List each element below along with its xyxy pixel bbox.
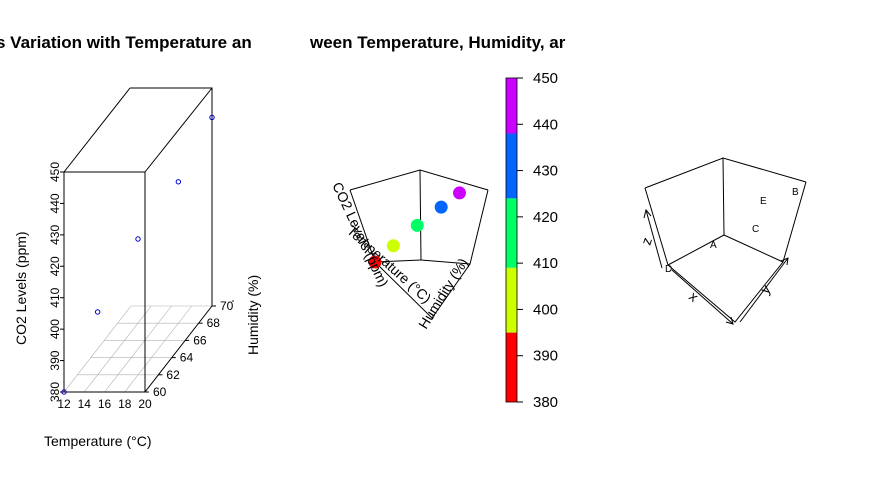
- stray-dot: [232, 300, 234, 302]
- point-label: E: [760, 196, 767, 207]
- z-tick-label: 440: [48, 193, 62, 213]
- grid-line: [84, 305, 152, 393]
- z-tick-label: 390: [48, 350, 62, 370]
- y-axis-label: Humidity (%): [245, 275, 261, 355]
- data-points: [368, 186, 466, 269]
- bounding-box: [349, 169, 489, 319]
- axis-arrows: [643, 208, 789, 325]
- colorbar-tick-label: 390: [533, 348, 558, 365]
- point-label: A: [710, 240, 717, 251]
- x-tick-label: 18: [118, 397, 132, 411]
- x-axis-label: Temperature (°C): [44, 433, 152, 449]
- y-tick-label: 70: [220, 299, 234, 313]
- z-tick-label: 450: [48, 162, 62, 182]
- z-tick-label: 400: [48, 319, 62, 339]
- colorbar-tick-label: 420: [533, 209, 558, 226]
- z-tick-label: 410: [48, 287, 62, 307]
- colorbar-tick-label: 450: [533, 70, 558, 87]
- colorbar-tick-label: 410: [533, 255, 558, 272]
- bounding-box: [63, 87, 213, 393]
- chart1-title: s Variation with Temperature an: [0, 33, 252, 52]
- grid-line: [104, 305, 172, 393]
- colorbar-tick-label: 400: [533, 301, 558, 318]
- data-point: [61, 389, 67, 395]
- z-axis-label: CO2 Levels (ppm): [13, 231, 29, 345]
- z-tick-label: 430: [48, 225, 62, 245]
- colorbar-band: [506, 198, 517, 268]
- point-label: C: [752, 224, 759, 235]
- colorbar-band: [506, 332, 517, 402]
- data-point: [175, 179, 182, 185]
- z-tick-label: 380: [48, 382, 62, 402]
- data-points: [61, 114, 215, 395]
- x-tick-label: 12: [57, 397, 71, 411]
- y-tick-label: 60: [153, 385, 167, 399]
- colorbar-tick-label: 440: [533, 116, 558, 133]
- data-point: [135, 236, 141, 242]
- panel-3d-colored-scatter: CO2 Levels (ppm) Temperature (°C) Humidi…: [329, 169, 489, 332]
- y-tick-label: 68: [207, 316, 221, 330]
- x-tick-label: 16: [98, 397, 112, 411]
- x-tick-label: 14: [78, 397, 92, 411]
- data-point: [368, 255, 382, 269]
- data-point: [453, 186, 466, 200]
- y-tick-label: 66: [193, 333, 207, 347]
- data-point: [410, 218, 424, 232]
- data-point: [386, 239, 400, 253]
- colorbar-ticks: 380 390 400 410 420 430 440 450: [517, 70, 558, 411]
- floor-grid: [63, 305, 213, 393]
- x-tick-label: 20: [138, 397, 152, 411]
- data-point: [94, 309, 101, 315]
- colorbar-bands: [506, 78, 517, 402]
- colorbar-band: [506, 267, 517, 333]
- grid-line: [63, 305, 132, 393]
- colorbar-band: [506, 78, 517, 134]
- colorbar-tick-label: 380: [533, 394, 558, 411]
- chart2-title: ween Temperature, Humidity, ar: [309, 33, 566, 52]
- data-point: [209, 114, 215, 121]
- data-point: [434, 200, 448, 214]
- x-tick-labels: 12 14 16 18 20: [57, 397, 152, 411]
- z-tick-label: 420: [48, 256, 62, 276]
- x-axis-label: x: [686, 288, 702, 305]
- bounding-box: [644, 157, 807, 323]
- point-label: D: [665, 264, 672, 275]
- colorbar: 380 390 400 410 420 430 440 450: [505, 70, 558, 411]
- grid-line: [124, 305, 192, 393]
- panel-3d-text-labels: z x y A C E B D: [638, 157, 807, 325]
- y-tick-label: 64: [180, 351, 194, 365]
- y-tick-label: 62: [166, 368, 180, 382]
- z-tick-labels: 380 390 400 410 420 430 440 450: [48, 162, 64, 402]
- point-label: B: [792, 187, 799, 198]
- z-axis-label: z: [638, 235, 655, 247]
- colorbar-tick-label: 430: [533, 163, 558, 180]
- colorbar-band: [506, 133, 517, 199]
- colorbar-frame: [505, 77, 518, 403]
